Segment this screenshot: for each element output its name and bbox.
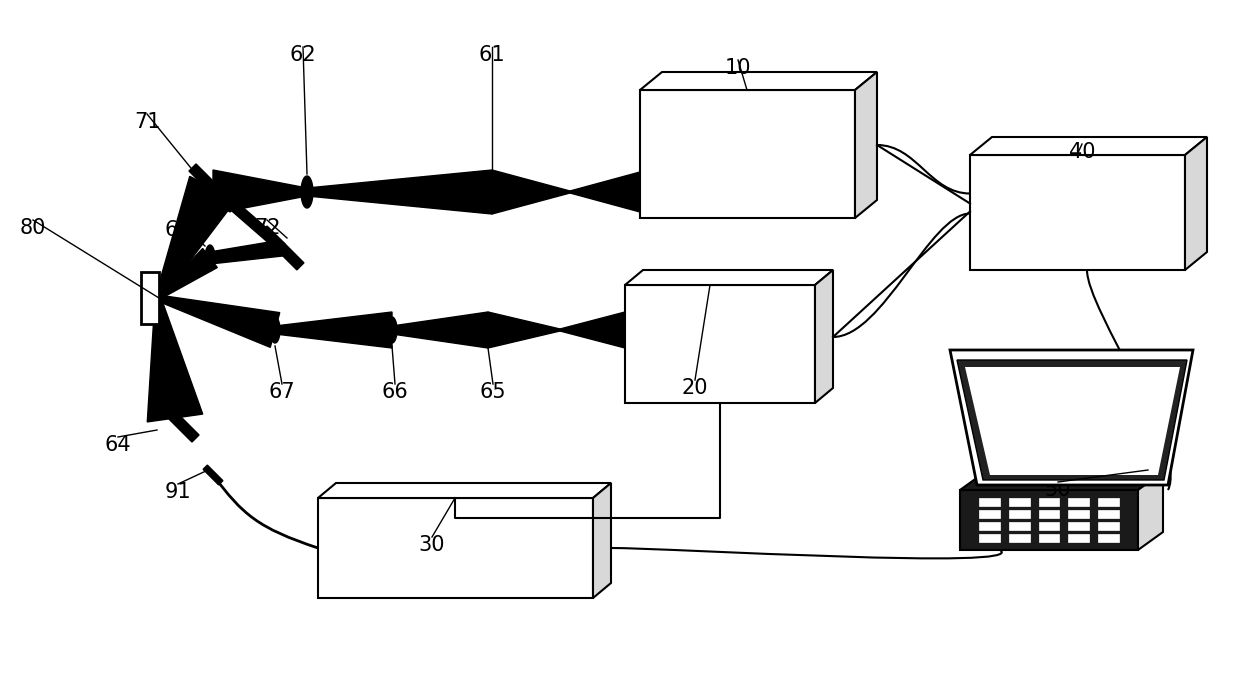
Text: 80: 80 <box>20 218 46 238</box>
Polygon shape <box>489 312 560 348</box>
Polygon shape <box>1009 522 1029 530</box>
Polygon shape <box>957 360 1187 480</box>
Polygon shape <box>570 172 640 212</box>
Polygon shape <box>1009 534 1029 542</box>
Polygon shape <box>1097 522 1118 530</box>
Polygon shape <box>484 171 500 213</box>
Text: 61: 61 <box>479 45 506 65</box>
Polygon shape <box>560 312 625 348</box>
Polygon shape <box>141 272 159 324</box>
Polygon shape <box>980 534 999 542</box>
Text: 63: 63 <box>165 220 191 240</box>
Polygon shape <box>1069 498 1089 506</box>
Polygon shape <box>1069 522 1089 530</box>
Polygon shape <box>151 394 200 442</box>
Polygon shape <box>210 184 285 252</box>
Polygon shape <box>210 240 283 264</box>
Text: 65: 65 <box>480 382 506 402</box>
Polygon shape <box>856 72 877 218</box>
Text: 67: 67 <box>269 382 295 402</box>
Polygon shape <box>1009 510 1029 518</box>
Polygon shape <box>482 315 494 345</box>
Polygon shape <box>148 297 202 422</box>
Polygon shape <box>203 465 223 485</box>
Polygon shape <box>1009 498 1029 506</box>
Polygon shape <box>301 176 312 208</box>
Polygon shape <box>1039 522 1059 530</box>
Polygon shape <box>625 270 833 285</box>
Polygon shape <box>950 350 1193 485</box>
Text: 62: 62 <box>290 45 316 65</box>
Polygon shape <box>593 483 611 598</box>
Polygon shape <box>980 510 999 518</box>
Polygon shape <box>275 312 392 348</box>
Text: 71: 71 <box>134 112 160 132</box>
Polygon shape <box>970 155 1185 270</box>
Text: 10: 10 <box>724 58 751 78</box>
Polygon shape <box>965 367 1180 475</box>
Polygon shape <box>270 317 280 343</box>
Polygon shape <box>387 317 397 343</box>
Polygon shape <box>960 490 1138 550</box>
Polygon shape <box>317 483 611 498</box>
Text: 66: 66 <box>382 382 408 402</box>
Polygon shape <box>970 137 1207 155</box>
Polygon shape <box>980 522 999 530</box>
Text: 91: 91 <box>165 482 191 502</box>
Polygon shape <box>1039 498 1059 506</box>
Polygon shape <box>1097 510 1118 518</box>
Polygon shape <box>980 498 999 506</box>
Polygon shape <box>188 164 237 212</box>
Polygon shape <box>960 472 1163 490</box>
Polygon shape <box>155 177 237 299</box>
Text: 64: 64 <box>104 435 131 455</box>
Polygon shape <box>1039 510 1059 518</box>
Polygon shape <box>308 170 492 214</box>
Polygon shape <box>1097 534 1118 542</box>
Polygon shape <box>640 72 877 90</box>
Text: 20: 20 <box>682 378 708 398</box>
Polygon shape <box>1069 534 1089 542</box>
Text: 30: 30 <box>419 535 445 555</box>
Polygon shape <box>392 312 489 348</box>
Polygon shape <box>1097 498 1118 506</box>
Polygon shape <box>640 90 856 218</box>
Text: 50: 50 <box>1045 480 1071 500</box>
Polygon shape <box>213 170 308 214</box>
Polygon shape <box>1138 472 1163 550</box>
Polygon shape <box>260 226 304 270</box>
Polygon shape <box>1039 534 1059 542</box>
Polygon shape <box>1185 137 1207 270</box>
Polygon shape <box>317 498 593 598</box>
Polygon shape <box>625 285 815 403</box>
Polygon shape <box>205 245 215 271</box>
Polygon shape <box>1069 510 1089 518</box>
Text: 72: 72 <box>254 218 280 238</box>
Polygon shape <box>157 295 280 347</box>
Polygon shape <box>156 249 217 299</box>
Polygon shape <box>492 170 570 214</box>
Text: 40: 40 <box>1069 142 1095 162</box>
Polygon shape <box>815 270 833 403</box>
